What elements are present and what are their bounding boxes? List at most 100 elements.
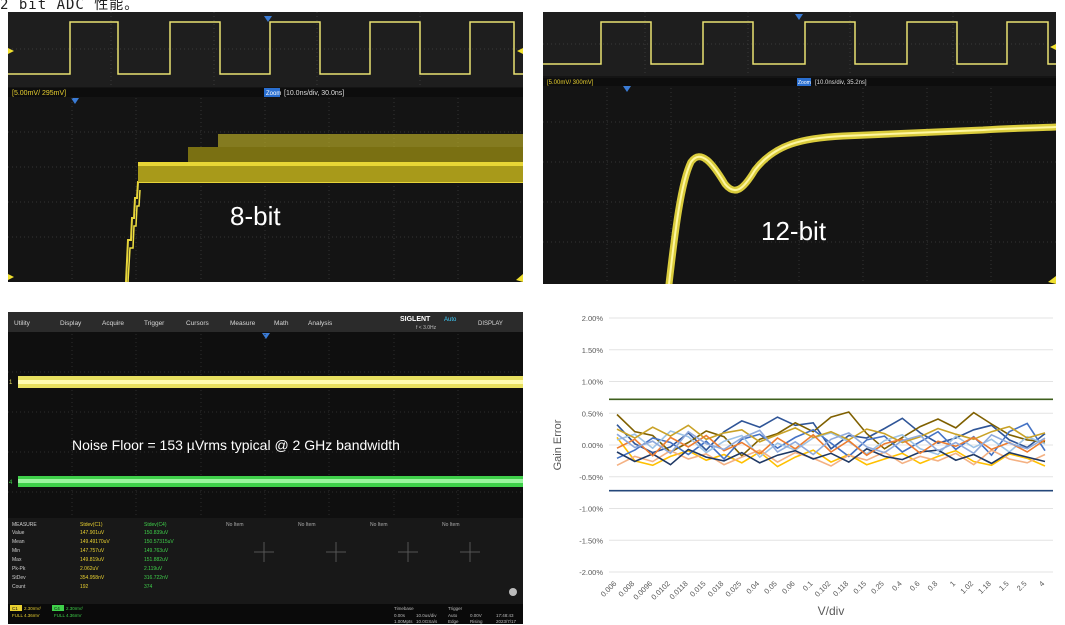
x-tick-label: 0.1 xyxy=(801,579,815,593)
measure-header: MEASURE xyxy=(12,522,37,528)
svg-text:1: 1 xyxy=(9,380,13,386)
measure-cell: Mean xyxy=(12,539,25,545)
toolbar-analysis[interactable]: Analysis xyxy=(308,320,333,327)
measure-cell: Pk-Pk xyxy=(12,566,26,572)
settings-icon[interactable] xyxy=(509,588,517,596)
scale-readout: [5.00mV/ 295mV] xyxy=(12,90,66,97)
measure-cell: 147.757uV xyxy=(80,548,105,554)
toolbar-acquire[interactable]: Acquire xyxy=(102,320,124,327)
measure-cell: Count xyxy=(12,584,26,590)
measure-cell: 149.819uV xyxy=(80,557,105,563)
toolbar-utility[interactable]: Utility xyxy=(14,320,31,327)
series-line-3 xyxy=(616,436,1046,468)
ch4-res: 4.36mV xyxy=(66,613,82,618)
trigger-type: Edge xyxy=(448,619,459,624)
measure-cell: Value xyxy=(12,530,25,536)
x-tick-label: 1.18 xyxy=(976,579,993,596)
measure-cell: 374 xyxy=(144,584,153,590)
display-button[interactable]: DISPLAY xyxy=(478,321,503,327)
overview-square-wave xyxy=(8,21,523,75)
measure-cell: Max xyxy=(12,557,22,563)
trigger-label[interactable]: Trigger xyxy=(448,606,463,611)
series-line-5 xyxy=(616,430,1046,459)
measure-col-empty[interactable]: No Item xyxy=(298,522,316,528)
ch4-tag[interactable]: C4 xyxy=(54,606,60,611)
measure-table xyxy=(8,518,523,604)
scope-panel-12bit: [5.00mV/ 300mV] Zoom [10.0ns/div, 35.2ns… xyxy=(543,12,1056,284)
ch1-res: 4.36mV xyxy=(24,613,40,618)
series-line-10 xyxy=(616,429,1046,456)
measure-col-empty[interactable]: No Item xyxy=(370,522,388,528)
x-tick-label: 0.006 xyxy=(599,579,619,599)
x-tick-label: 1.5 xyxy=(997,579,1011,593)
y-tick-label: -1.50% xyxy=(579,536,603,545)
x-tick-label: 0.04 xyxy=(744,579,761,596)
y-tick-label: -1.00% xyxy=(579,505,603,514)
scope-panel-8bit: [5.00mV/ 295mV] Zoom [10.0ns/div, 30.0ns… xyxy=(8,12,523,282)
measure-cell: 192 xyxy=(80,584,89,590)
y-tick-label: -2.00% xyxy=(579,568,603,577)
measure-col-empty[interactable]: No Item xyxy=(226,522,244,528)
series-line-2 xyxy=(616,411,1046,457)
x-tick-label: 1.02 xyxy=(958,579,975,596)
timebase-points: 1.00Mpts xyxy=(394,619,413,624)
x-tick-label: 0.0102 xyxy=(649,579,672,602)
measure-cell: StDev xyxy=(12,575,26,581)
timebase-readout: [10.0ns/div, 35.2ns] xyxy=(815,80,867,86)
x-tick-label: 0.102 xyxy=(813,579,833,599)
noise-annotation: Noise Floor = 153 µVrms typical @ 2 GHz … xyxy=(72,437,400,453)
brand-logo: SIGLENT xyxy=(400,316,431,323)
scope-panel-noise: Utility Display Acquire Trigger Cursors … xyxy=(8,312,523,624)
scale-readout: [5.00mV/ 300mV] xyxy=(547,80,594,86)
series-line-8 xyxy=(616,447,1046,466)
y-tick-label: 2.00% xyxy=(582,314,604,323)
bit-label-12: 12-bit xyxy=(761,216,827,246)
x-tick-label: 0.15 xyxy=(851,579,868,596)
x-tick-label: 0.0118 xyxy=(668,579,690,601)
page-caption: 2 bit ADC 性能。 xyxy=(0,0,140,13)
timebase-label[interactable]: Timebase xyxy=(394,606,414,611)
measure-cell: Min xyxy=(12,548,20,554)
timebase-scale: 10.0us/div xyxy=(416,613,437,618)
clock-date: 2023/7/17 xyxy=(496,619,517,624)
measure-col-empty[interactable]: No Item xyxy=(442,522,460,528)
measure-col-c1[interactable]: Stdev(C1) xyxy=(80,522,103,528)
measure-cell: 354.958nV xyxy=(80,575,105,581)
toolbar-trigger[interactable]: Trigger xyxy=(144,320,165,327)
ch1-tag[interactable]: C1 xyxy=(12,606,18,611)
toolbar-display[interactable]: Display xyxy=(60,320,82,327)
toolbar-measure[interactable]: Measure xyxy=(230,320,256,327)
toolbar-cursors[interactable]: Cursors xyxy=(186,320,210,327)
run-state[interactable]: Auto xyxy=(444,317,457,323)
x-tick-label: 0.4 xyxy=(890,579,904,593)
trigger-mode: Auto xyxy=(448,613,458,618)
x-tick-label: 0.05 xyxy=(762,579,779,596)
x-tick-label: 2.5 xyxy=(1015,579,1029,593)
x-tick-label: 0.06 xyxy=(780,579,797,596)
x-tick-label: 0.025 xyxy=(724,579,744,599)
x-axis-label: V/div xyxy=(818,604,845,618)
toolbar-math[interactable]: Math xyxy=(274,320,289,327)
ch4-scale: 2.30mV/ xyxy=(66,606,84,611)
ch4-mode: FULL xyxy=(54,613,66,618)
waveform-8bit xyxy=(125,134,523,282)
timebase-rate: 10.0GSa/s xyxy=(416,619,438,624)
x-tick-label: 0.018 xyxy=(706,579,726,599)
x-tick-label: 0.0096 xyxy=(631,579,654,602)
timebase-readout: [10.0ns/div, 30.0ns] xyxy=(284,90,344,97)
series-line-7 xyxy=(616,424,1046,444)
y-tick-label: 1.50% xyxy=(582,346,604,355)
y-tick-label: 0.50% xyxy=(582,409,604,418)
measure-cell: 316.722nV xyxy=(144,575,169,581)
ch1-scale: 2.30mV/ xyxy=(24,606,42,611)
measure-cell: 147.901uV xyxy=(80,530,105,536)
measure-cell: 151.882uV xyxy=(144,557,169,563)
measure-col-c4[interactable]: Stdev(C4) xyxy=(144,522,167,528)
series-line-6 xyxy=(616,449,1046,467)
x-tick-label: 1 xyxy=(948,579,957,588)
x-tick-label: 0.118 xyxy=(831,579,850,598)
overview-square-wave xyxy=(543,21,1056,65)
measure-cell: 150.839uV xyxy=(144,530,169,536)
trigger-marker-icon[interactable] xyxy=(264,16,272,22)
trigger-marker-icon[interactable] xyxy=(795,14,803,20)
